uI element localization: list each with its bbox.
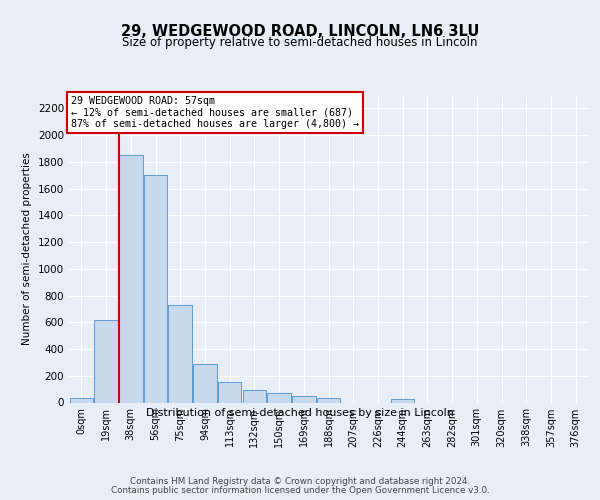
Bar xyxy=(317,398,340,402)
Bar xyxy=(292,396,316,402)
Text: Size of property relative to semi-detached houses in Lincoln: Size of property relative to semi-detach… xyxy=(122,36,478,49)
Text: Contains public sector information licensed under the Open Government Licence v3: Contains public sector information licen… xyxy=(110,486,490,495)
Text: Contains HM Land Registry data © Crown copyright and database right 2024.: Contains HM Land Registry data © Crown c… xyxy=(130,477,470,486)
Bar xyxy=(193,364,217,403)
Bar xyxy=(169,305,192,402)
Text: 29 WEDGEWOOD ROAD: 57sqm
← 12% of semi-detached houses are smaller (687)
87% of : 29 WEDGEWOOD ROAD: 57sqm ← 12% of semi-d… xyxy=(71,96,359,129)
Y-axis label: Number of semi-detached properties: Number of semi-detached properties xyxy=(22,152,32,345)
Bar xyxy=(70,398,93,402)
Text: Distribution of semi-detached houses by size in Lincoln: Distribution of semi-detached houses by … xyxy=(146,408,454,418)
Bar xyxy=(144,175,167,402)
Bar xyxy=(119,155,143,402)
Bar xyxy=(391,399,415,402)
Bar xyxy=(242,390,266,402)
Bar xyxy=(268,393,291,402)
Bar xyxy=(94,320,118,402)
Bar xyxy=(218,382,241,402)
Text: 29, WEDGEWOOD ROAD, LINCOLN, LN6 3LU: 29, WEDGEWOOD ROAD, LINCOLN, LN6 3LU xyxy=(121,24,479,38)
